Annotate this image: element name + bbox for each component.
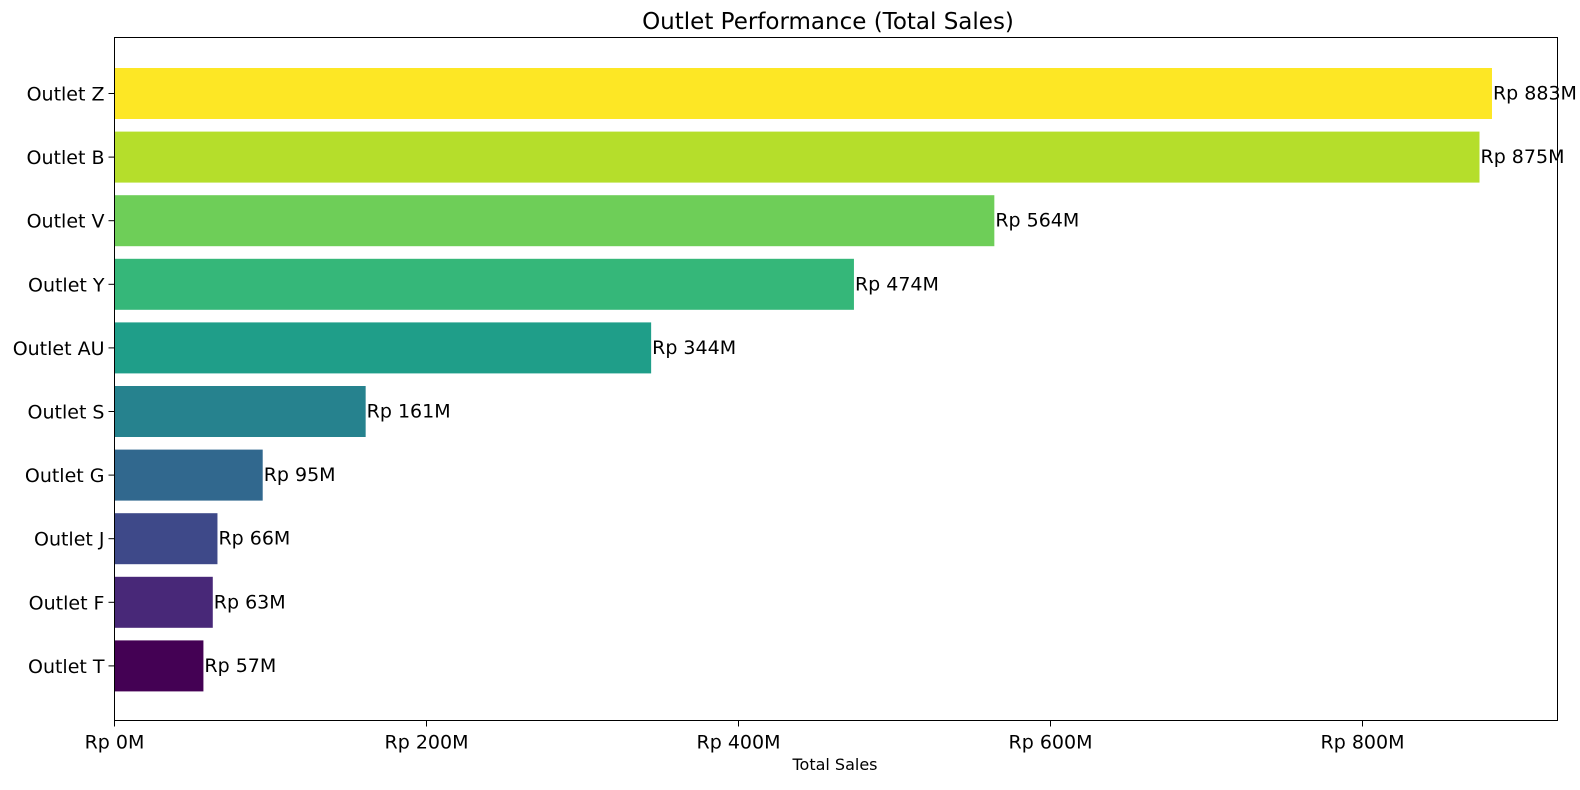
bar-value-label: Rp 63M [214,591,286,613]
y-axis: Outlet Z Outlet B Outlet V Outlet Y Outlet A… [13,84,115,678]
y-tick-label: Outlet T [28,656,105,678]
y-tick-label: Outlet V [27,211,105,233]
y-tick-label: Outlet G [25,465,105,487]
chart-title: Outlet Performance (Total Sales) [642,9,1014,35]
plot-frame [114,37,1558,721]
y-tick-label: Outlet B [27,147,105,169]
y-tick-label: Outlet J [34,529,105,551]
bar-value-label: Rp 344M [652,337,736,359]
x-axis: Rp 0M Rp 200M Rp 400M Rp 600M Rp 800M [85,720,1405,754]
bar [114,513,218,565]
y-tick-label: Outlet AU [13,338,105,360]
x-tick-label: Rp 200M [385,732,469,754]
y-tick-label: Outlet S [28,402,105,424]
y-tick-label: Outlet Z [27,84,105,106]
bar [114,131,1480,183]
bar-value-label: Rp 474M [855,273,939,295]
bar-value-label: Rp 564M [995,210,1079,232]
bar [114,386,366,437]
x-tick-label: Rp 800M [1321,732,1405,754]
plot-area: Rp 883M Rp 875M Rp 564M Rp 474M Rp 344M Rp 16… [114,68,1577,692]
bar-value-label: Rp 95M [264,464,336,486]
x-tick-label: Rp 600M [1009,732,1093,754]
bar [114,68,1492,119]
y-tick-label: Outlet F [29,592,105,614]
bar [114,258,854,310]
bar-value-label: Rp 161M [367,401,451,423]
bar-value-label: Rp 883M [1493,83,1577,105]
bar [114,576,213,628]
bar [114,322,652,374]
bar [114,449,263,501]
bar-value-label: Rp 66M [218,528,290,550]
y-tick-label: Outlet Y [28,274,105,296]
bar [114,640,204,692]
bar-value-label: Rp 57M [204,655,276,677]
bar [114,195,995,247]
bar-value-label: Rp 875M [1481,146,1565,168]
x-axis-label: Total Sales [791,755,877,774]
x-tick-label: Rp 0M [85,732,145,754]
x-tick-label: Rp 400M [697,732,781,754]
